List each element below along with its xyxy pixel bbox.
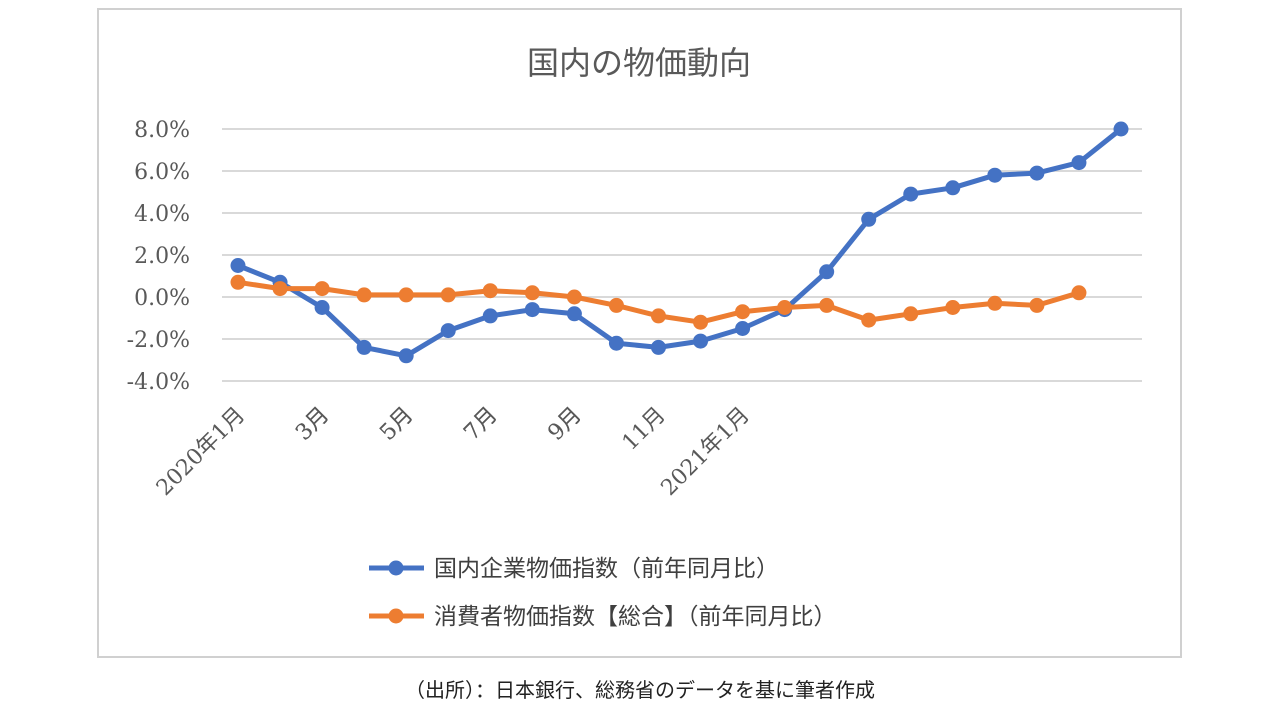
data-point [566,289,582,305]
legend-label: 国内企業物価指数（前年同月比） [434,556,779,582]
x-tick-label: 3月 [291,403,334,446]
data-point [945,300,961,315]
line-chart: 国内の物価動向 8.0% 6.0% 4.0% 2.0% 0.0% -2.0% -4.0% 2… [127,44,1142,630]
data-point [693,333,709,349]
chart-title: 国内の物価動向 [527,44,751,82]
legend-entry: 国内企業物価指数（前年同月比） [369,556,779,582]
data-point [314,281,330,297]
y-tick-label: 4.0% [134,202,190,227]
data-point [230,258,246,273]
data-point [777,300,793,315]
y-tick-label: -2.0% [127,328,190,353]
data-point [650,308,666,324]
data-point [650,339,666,355]
data-point [230,274,246,290]
data-point [987,167,1003,183]
y-tick-label: -4.0% [127,370,190,395]
data-point [861,211,877,227]
x-tick-label: 7月 [459,403,502,446]
x-tick-label: 9月 [543,403,586,446]
source-note: （出所）：日本銀行、総務省のデータを基に筆者作成 [405,678,875,702]
data-point [903,186,919,202]
y-tick-label: 2.0% [134,244,190,269]
legend-marker [388,560,404,576]
data-point [861,312,877,328]
x-tick-label: 11月 [618,403,671,456]
data-point [272,281,288,297]
legend-marker [388,608,404,624]
data-point [314,300,330,315]
data-point [398,287,414,303]
x-tick-label: 2021年1月 [657,403,755,501]
y-tick-label: 8.0% [134,118,190,143]
data-point [1029,297,1045,313]
data-point [735,304,751,320]
data-point [482,308,498,324]
data-point [819,297,835,313]
data-point [440,323,456,339]
data-point [608,335,624,351]
data-point [1029,165,1045,181]
data-point [524,285,540,301]
data-point [735,321,751,336]
data-point [356,287,372,303]
series-2 [230,274,1087,330]
y-tick-label: 0.0% [134,286,190,311]
legend: 国内企業物価指数（前年同月比） 消費者物価指数【総合】（前年同月比） [369,556,837,630]
data-point [440,287,456,303]
legend-entry: 消費者物価指数【総合】（前年同月比） [369,604,837,630]
legend-label: 消費者物価指数【総合】（前年同月比） [434,604,837,630]
x-tick-label: 2020年1月 [152,403,250,501]
data-point [1071,285,1087,301]
chart-frame: 国内の物価動向 8.0% 6.0% 4.0% 2.0% 0.0% -2.0% -4.0% 2… [97,8,1182,658]
series-line [235,126,1124,359]
y-tick-label: 6.0% [134,160,190,185]
data-point [1071,155,1087,171]
data-point [1113,121,1129,137]
data-point [903,306,919,322]
y-axis-ticks: 8.0% 6.0% 4.0% 2.0% 0.0% -2.0% -4.0% [127,118,190,395]
data-point [482,283,498,299]
x-tick-label: 5月 [375,403,418,446]
series-1 [230,121,1129,364]
data-point [819,264,835,280]
data-point [608,297,624,313]
data-point [987,295,1003,311]
data-point [693,314,709,330]
data-point [398,348,414,364]
data-point [945,180,961,196]
data-point [524,302,540,318]
data-point [566,306,582,322]
series [230,121,1129,364]
data-point [356,339,372,355]
